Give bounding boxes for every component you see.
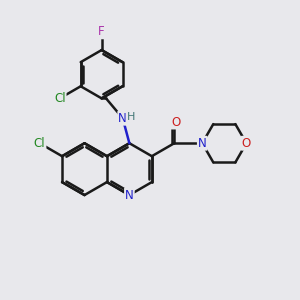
Text: O: O (242, 137, 251, 150)
Text: N: N (125, 188, 134, 202)
Text: N: N (118, 112, 127, 125)
Text: O: O (171, 116, 180, 128)
Text: Cl: Cl (54, 92, 66, 105)
Text: F: F (98, 25, 105, 38)
Text: N: N (198, 137, 207, 150)
Text: Cl: Cl (34, 137, 45, 150)
Text: H: H (127, 112, 135, 122)
